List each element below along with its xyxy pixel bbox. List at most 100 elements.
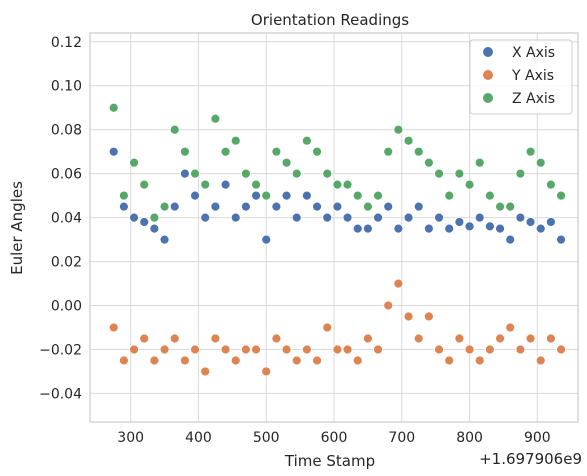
legend-item-y-axis: Y Axis [483,68,554,84]
data-point [505,201,516,212]
data-point [261,366,272,377]
data-point [484,344,495,355]
data-point [220,344,231,355]
data-point [535,157,546,168]
data-point [261,234,272,245]
data-point [362,201,373,212]
x-tick-label: 500 [253,430,280,446]
y-tick-label: −0.02 [39,342,82,358]
data-point [251,344,261,355]
data-point [332,201,343,212]
legend-item-z-axis: Z Axis [483,91,555,107]
data-point [362,333,373,344]
data-point [434,344,444,355]
data-point [444,190,455,201]
data-point [210,113,221,124]
data-point [139,333,150,344]
legend: X Axis Y Axis Z Axis [469,39,573,115]
data-point [423,223,434,234]
data-point [545,217,556,227]
data-point [383,201,394,212]
data-point [464,344,475,355]
data-point [535,223,546,234]
data-point [240,344,251,355]
data-point [535,355,546,366]
series-y-axis [108,278,566,377]
data-point [515,212,526,223]
data-point [464,179,475,190]
data-point [200,366,211,377]
data-point [281,157,292,168]
data-point [291,355,302,366]
data-point [251,179,261,190]
x-tick-label: 400 [185,430,212,446]
y-tick-label: 0.06 [51,167,82,183]
data-point [291,212,302,223]
data-point [362,223,373,234]
data-point [484,190,495,201]
y-tick-label: 0.00 [51,299,82,315]
data-point [454,217,465,227]
data-point [139,179,150,190]
data-point [129,212,139,223]
data-point [169,124,180,135]
data-point [118,201,129,212]
data-point [525,333,536,344]
data-point [129,157,139,168]
data-point [322,212,333,223]
data-point [444,223,455,234]
data-point [352,190,363,201]
y-tick-label: 0.08 [51,123,82,139]
data-point [240,201,251,212]
legend-marker-y-axis [483,70,493,80]
data-point [230,135,241,146]
data-point [179,168,190,179]
data-point [444,355,455,366]
data-point [495,223,505,234]
data-point [434,168,444,179]
legend-marker-z-axis [483,93,493,103]
x-tick-label: 300 [117,430,144,446]
legend-label-y-axis: Y Axis [511,68,554,84]
data-point [525,146,536,157]
data-point [312,146,322,157]
data-point [454,333,465,344]
data-point [556,190,566,201]
y-tick-label: −0.04 [39,386,82,402]
data-point [383,300,394,311]
data-point [474,355,485,366]
data-point [505,322,516,333]
data-point [342,212,353,223]
y-tick-label: 0.12 [51,35,82,51]
data-point [413,333,424,344]
data-point [393,278,404,289]
data-point [108,322,119,333]
data-point [332,344,343,355]
data-point [251,190,261,201]
data-point [373,190,383,201]
data-point [352,355,363,366]
data-point [139,217,150,227]
data-point [240,168,251,179]
series-z-axis [108,102,566,223]
data-point [108,146,119,157]
data-point [271,146,282,157]
data-point [118,355,129,366]
data-point [210,333,221,344]
data-point [423,157,434,168]
data-point [200,212,211,223]
data-point [413,201,424,212]
data-point [515,344,526,355]
data-point [271,201,282,212]
data-point [281,190,292,201]
data-point [556,234,566,245]
series-x-axis [108,146,566,245]
data-point [393,223,404,234]
data-point [423,311,434,322]
data-point [403,212,414,223]
data-point [301,190,312,201]
data-point [373,212,383,223]
data-point [332,179,343,190]
